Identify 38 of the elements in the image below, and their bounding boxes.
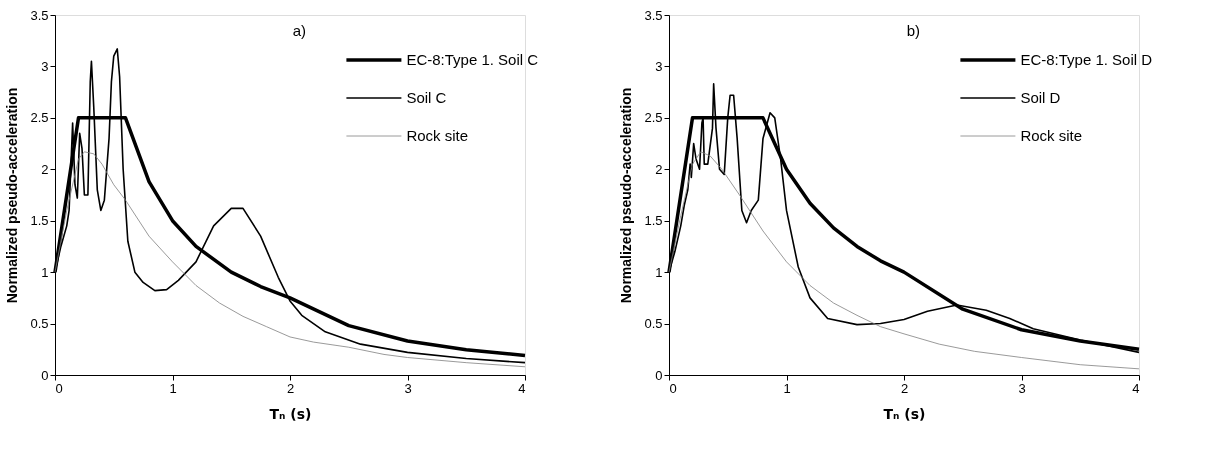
- y-tick-label: 3.5: [30, 7, 49, 23]
- y-axis-title: Normalized pseudo-acceleration: [618, 87, 635, 304]
- y-tick-label: 1: [655, 264, 663, 280]
- y-tick-label: 2: [655, 161, 663, 177]
- x-axis-title: Tₙ (s): [269, 405, 312, 422]
- annotation: a): [292, 22, 307, 39]
- legend-label: EC-8:Type 1. Soil D: [1020, 51, 1153, 68]
- legend-label: EC-8:Type 1. Soil C: [406, 51, 539, 68]
- y-tick-label: 0: [41, 367, 49, 383]
- legend-label: Rock site: [1020, 127, 1083, 144]
- x-tick-label: 2: [900, 380, 909, 396]
- y-tick-label: 1.5: [30, 213, 49, 229]
- x-tick-label: 4: [518, 380, 526, 396]
- x-tick-label: 2: [286, 380, 295, 396]
- legend-label: Soil C: [406, 89, 447, 106]
- y-tick-label: 0.5: [30, 316, 49, 332]
- x-axis-title: Tₙ (s): [883, 405, 926, 422]
- x-tick-label: 1: [783, 380, 791, 396]
- y-tick-label: 0.5: [644, 316, 663, 332]
- x-tick-label: 0: [55, 380, 63, 396]
- x-tick-label: 4: [1132, 380, 1140, 396]
- y-axis-title: Normalized pseudo-acceleration: [4, 87, 21, 304]
- legend-label: Rock site: [406, 127, 469, 144]
- y-tick-label: 3: [655, 58, 663, 74]
- y-tick-label: 1: [41, 264, 49, 280]
- y-tick-label: 0: [655, 367, 663, 383]
- x-tick-label: 3: [1018, 380, 1026, 396]
- legend-label: Soil D: [1020, 89, 1061, 106]
- y-tick-label: 2.5: [30, 110, 49, 126]
- y-tick-label: 3.5: [644, 7, 663, 23]
- x-tick-label: 1: [169, 380, 177, 396]
- y-tick-label: 3: [41, 58, 49, 74]
- y-tick-label: 1.5: [644, 213, 663, 229]
- x-tick-label: 3: [404, 380, 412, 396]
- y-tick-label: 2.5: [644, 110, 663, 126]
- annotation: b): [906, 22, 921, 39]
- x-tick-label: 0: [669, 380, 677, 396]
- y-tick-label: 2: [41, 161, 49, 177]
